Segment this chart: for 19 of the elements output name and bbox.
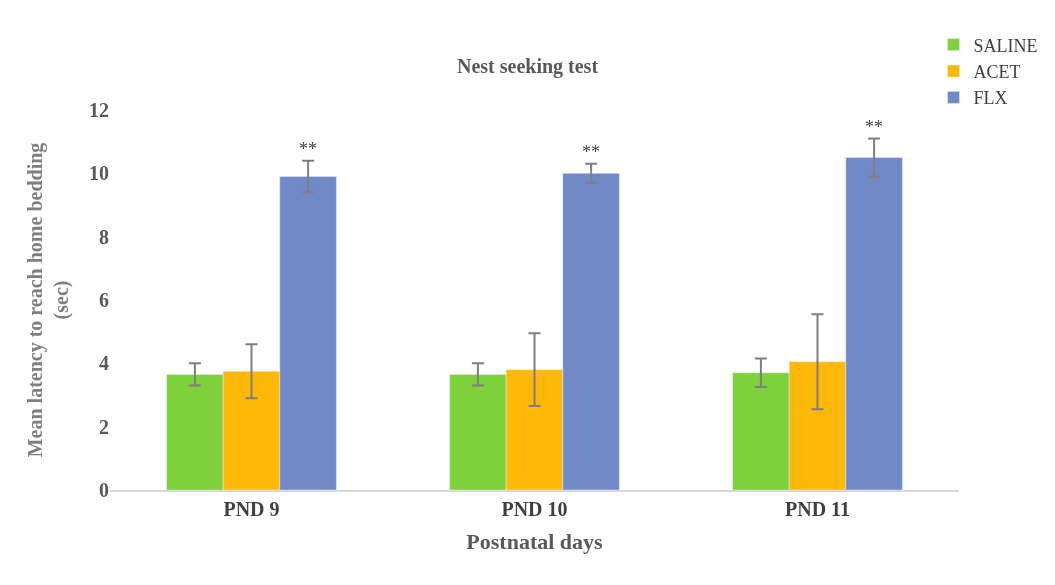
legend-label: SALINE — [973, 35, 1038, 56]
annotation: ** — [582, 142, 600, 162]
y-tick-label: 2 — [99, 415, 109, 438]
y-tick-label: 8 — [99, 225, 109, 248]
y-tick-label: 12 — [89, 99, 109, 121]
y-tick-label: 6 — [99, 289, 109, 311]
y-tick-label: 4 — [99, 352, 109, 375]
y-axis-title: Mean latency to reach home bedding (sec) — [23, 142, 73, 458]
y-tick-label: 0 — [99, 479, 109, 501]
annotation: ** — [865, 117, 883, 137]
annotation: ** — [299, 139, 317, 159]
y-tick-label: 10 — [89, 162, 109, 185]
x-tick-label: PND 10 — [501, 498, 568, 520]
x-axis-title: Postnatal days — [466, 529, 604, 555]
chart-title: Nest seeking test — [456, 54, 599, 78]
legend-label: ACET — [973, 62, 1021, 83]
legend-label: FLX — [973, 88, 1008, 109]
x-tick-label: PND 9 — [223, 498, 280, 520]
x-tick-label: PND 11 — [785, 498, 850, 520]
